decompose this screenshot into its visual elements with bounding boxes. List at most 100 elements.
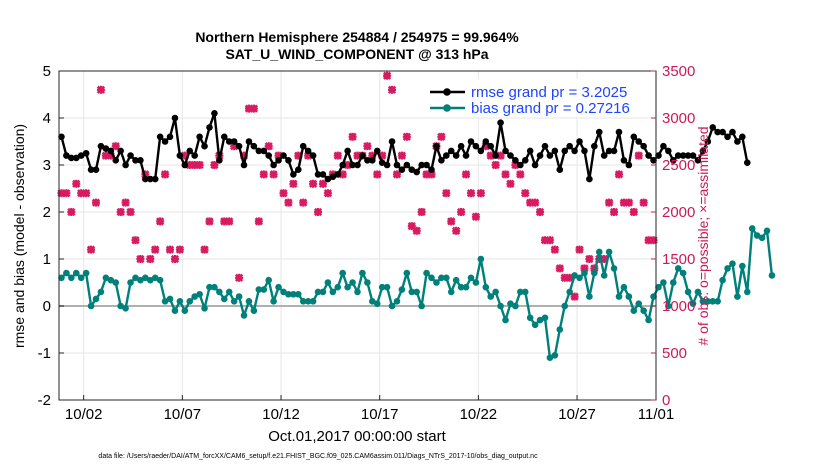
obs-count-point <box>269 170 278 179</box>
obs-count-point <box>575 245 584 254</box>
obs-count-point <box>284 198 293 207</box>
left-tick-label: 2 <box>43 204 51 221</box>
bias-point <box>586 293 593 300</box>
rmse-point <box>92 166 100 173</box>
rmse-point <box>423 161 430 169</box>
rmse-point <box>517 161 524 169</box>
obs-count-point <box>545 236 555 245</box>
bias-point <box>216 288 223 296</box>
obs-count-point <box>639 198 648 207</box>
rmse-point <box>645 152 652 159</box>
obs-count-point <box>264 142 273 151</box>
rmse-point <box>576 138 583 145</box>
bias-point <box>640 307 647 315</box>
bias-point <box>68 274 75 282</box>
rmse-point <box>398 166 406 173</box>
bias-point <box>378 283 386 291</box>
rmse-point <box>388 138 396 145</box>
bias-point <box>364 279 371 286</box>
plot-area <box>59 71 656 400</box>
bias-point <box>235 293 243 300</box>
rmse-point <box>58 133 65 141</box>
rmse-point <box>102 145 110 152</box>
bias-point <box>457 283 465 291</box>
rmse-point <box>714 128 721 136</box>
bias-point <box>743 288 751 296</box>
rmse-point <box>383 161 391 169</box>
rmse-point <box>625 161 633 169</box>
rmse-point <box>438 157 445 164</box>
bias-point <box>294 290 302 298</box>
obs-count-point <box>570 292 579 301</box>
x-tick-label: 10/07 <box>164 406 202 423</box>
bias-point <box>719 276 726 284</box>
bias-point <box>388 302 396 310</box>
obs-count-point <box>531 198 540 207</box>
rmse-point <box>665 147 672 155</box>
rmse-point <box>452 152 460 159</box>
bias-point <box>196 290 203 298</box>
rmse-point <box>591 142 598 150</box>
obs-count-point <box>387 85 397 94</box>
obs-count-point <box>333 151 342 160</box>
obs-count-point <box>437 132 446 141</box>
bias-point <box>709 298 717 305</box>
right-tick-label: 2000 <box>662 204 695 221</box>
bias-point <box>304 298 312 305</box>
rmse-point <box>492 152 499 159</box>
bias-point <box>625 293 633 300</box>
obs-count-point <box>605 198 614 207</box>
bias-point <box>230 298 238 305</box>
right-axis-label: # of obs: o=possible; ×=assimilated <box>695 126 711 345</box>
rmse-point <box>403 161 411 169</box>
obs-count-point <box>200 245 209 254</box>
bias-point <box>507 300 514 307</box>
plot-frame <box>58 70 657 401</box>
rmse-point <box>635 138 643 145</box>
bias-point <box>694 288 702 296</box>
rmse-point <box>191 152 198 159</box>
obs-count-point <box>348 132 357 141</box>
bias-point <box>201 305 208 312</box>
rmse-point <box>502 147 509 155</box>
bias-point <box>576 274 583 282</box>
bias-point <box>492 288 499 296</box>
bias-point <box>156 276 164 284</box>
bias-point <box>561 302 569 310</box>
bias-point <box>610 265 618 272</box>
rmse-point <box>225 138 233 145</box>
bias-point <box>645 316 652 324</box>
rmse-point <box>364 157 371 164</box>
bias-point <box>679 269 687 277</box>
obs-count-point <box>205 217 214 226</box>
obs-count-point <box>195 160 204 170</box>
bias-point <box>408 288 416 296</box>
bias-point <box>487 293 495 300</box>
rmse-point <box>186 147 194 155</box>
rmse-point <box>689 152 697 159</box>
legend-rmse-marker <box>443 88 451 96</box>
bias-point <box>502 316 509 324</box>
obs-count-point <box>308 179 318 188</box>
bias-point <box>285 290 292 298</box>
obs-count-point <box>62 189 71 198</box>
rmse-point <box>161 138 169 145</box>
bias-point <box>650 293 657 300</box>
bias-point <box>595 248 603 256</box>
obs-count-point <box>136 254 145 264</box>
bias-point <box>112 279 120 286</box>
obs-count-point <box>550 245 559 254</box>
bias-point <box>482 283 490 291</box>
bias-point <box>171 307 179 315</box>
bias-point <box>615 293 623 300</box>
rmse-point <box>82 149 90 157</box>
rmse-point <box>68 154 75 162</box>
bias-point <box>359 269 366 277</box>
rmse-point <box>546 152 554 159</box>
right-tick-label: 1500 <box>662 251 695 268</box>
obs-count-point <box>634 151 643 160</box>
bias-point <box>413 288 421 296</box>
bias-point <box>512 302 519 310</box>
bias-point <box>398 286 406 293</box>
left-tick-label: 4 <box>43 110 51 127</box>
